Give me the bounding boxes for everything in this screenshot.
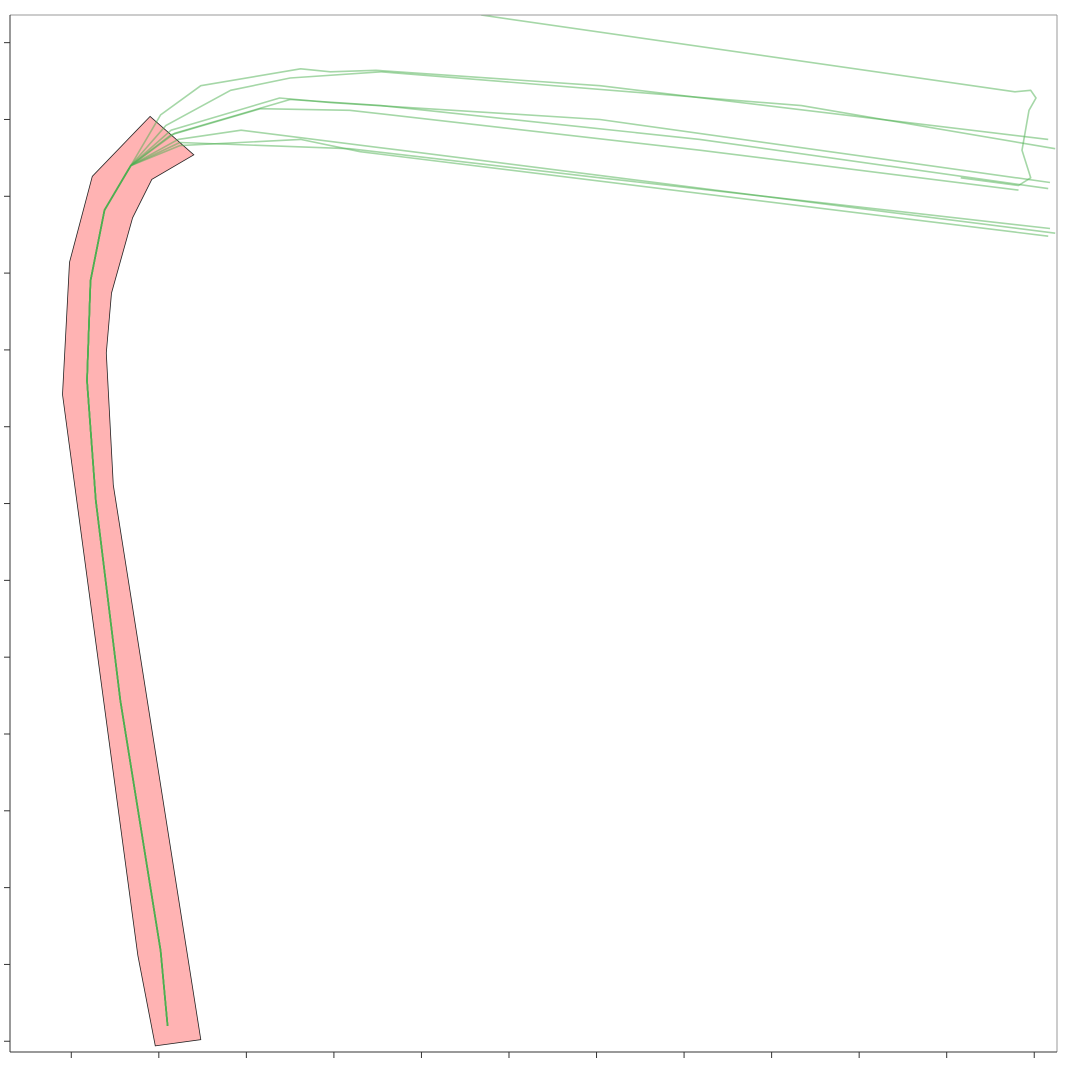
marks <box>62 15 1056 1047</box>
ticks <box>4 42 1035 1058</box>
region <box>62 115 202 1047</box>
plot-area <box>10 15 1057 1052</box>
trajectory <box>86 141 1051 1026</box>
trajectory <box>480 15 1037 187</box>
